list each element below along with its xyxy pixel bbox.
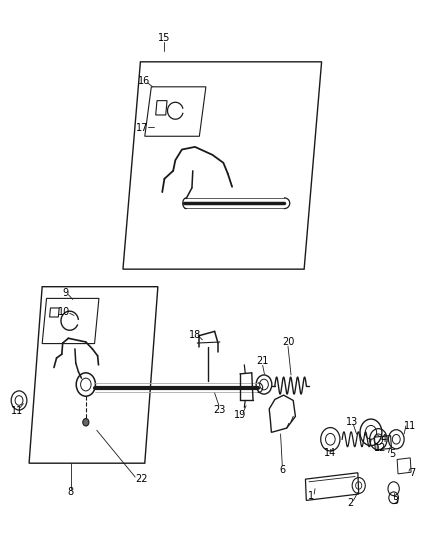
Text: 11: 11 bbox=[404, 421, 417, 431]
Text: 18: 18 bbox=[189, 329, 201, 340]
Circle shape bbox=[83, 418, 89, 426]
Text: 3: 3 bbox=[393, 496, 399, 506]
Text: 14: 14 bbox=[324, 448, 336, 457]
Text: 13: 13 bbox=[346, 417, 358, 427]
Text: 9: 9 bbox=[62, 288, 68, 298]
Text: 12: 12 bbox=[374, 443, 387, 453]
Text: 10: 10 bbox=[58, 306, 70, 317]
Text: 8: 8 bbox=[67, 488, 74, 497]
Text: 7: 7 bbox=[409, 468, 415, 478]
Text: 2: 2 bbox=[347, 498, 353, 508]
Text: 1: 1 bbox=[307, 491, 314, 501]
Text: 17: 17 bbox=[136, 123, 149, 133]
Text: 16: 16 bbox=[138, 77, 150, 86]
Text: 11: 11 bbox=[11, 406, 23, 416]
Text: 6: 6 bbox=[279, 465, 286, 474]
Text: 15: 15 bbox=[158, 33, 171, 43]
Text: 20: 20 bbox=[282, 337, 294, 347]
Text: 5: 5 bbox=[390, 449, 396, 458]
Text: 23: 23 bbox=[213, 405, 225, 415]
Text: 19: 19 bbox=[234, 410, 246, 421]
Text: 21: 21 bbox=[257, 356, 269, 366]
Text: 4: 4 bbox=[381, 434, 387, 445]
Text: 22: 22 bbox=[135, 474, 148, 484]
